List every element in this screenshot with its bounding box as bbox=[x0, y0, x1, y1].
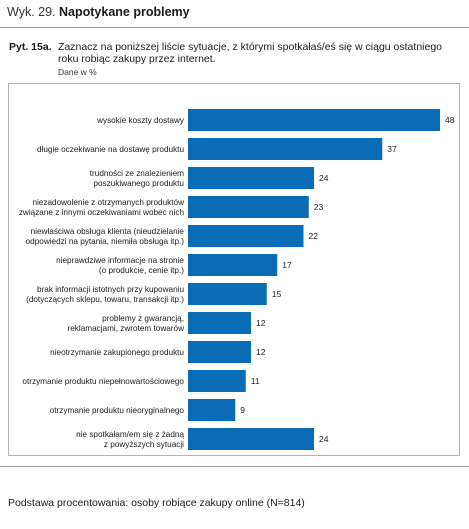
footnote: Podstawa procentowania: osoby robiące za… bbox=[8, 497, 305, 509]
value-label: 23 bbox=[314, 202, 324, 212]
bar bbox=[188, 399, 236, 421]
bottom-divider bbox=[0, 466, 469, 467]
value-label: 17 bbox=[282, 260, 292, 270]
figure-number: Wyk. 29. bbox=[7, 5, 56, 19]
category-label: niezadowolenie z otrzymanych produktów zw… bbox=[19, 198, 185, 217]
bar bbox=[188, 167, 314, 189]
value-label: 12 bbox=[256, 347, 266, 357]
figure-title-text: Napotykane problemy bbox=[59, 5, 190, 19]
bar bbox=[188, 254, 278, 276]
value-label: 48 bbox=[445, 115, 455, 125]
bar bbox=[188, 109, 440, 131]
category-label: niewłaściwa obsługa klienta (nieudzielan… bbox=[26, 227, 185, 246]
value-label: 22 bbox=[309, 231, 319, 241]
bar bbox=[188, 370, 246, 392]
bar bbox=[188, 341, 251, 363]
value-label: 24 bbox=[319, 434, 329, 444]
chart-panel: wysokie koszty dostawy 48 długie oczekiwan… bbox=[8, 83, 460, 456]
value-label: 37 bbox=[387, 144, 397, 154]
bar bbox=[188, 283, 267, 305]
question-id: Pyt. 15a. bbox=[9, 41, 52, 53]
value-label: 12 bbox=[256, 318, 266, 328]
category-label: wysokie koszty dostawy bbox=[96, 116, 185, 125]
category-label: problemy z gwarancją, reklamacjami, zwrot… bbox=[68, 314, 185, 333]
category-label: nieprawdziwe informacje na stronie (o pro… bbox=[56, 256, 184, 275]
category-label: otrzymanie produktu niepełnowartościoweg… bbox=[22, 377, 184, 386]
bar bbox=[188, 225, 304, 247]
bar bbox=[188, 196, 309, 218]
bar bbox=[188, 428, 314, 450]
value-label: 15 bbox=[272, 289, 282, 299]
category-label: nieotrzymanie zakupionego produktu bbox=[50, 348, 184, 357]
value-label: 9 bbox=[240, 405, 245, 415]
bar bbox=[188, 138, 383, 160]
category-label: otrzymanie produktu nieoryginalnego bbox=[50, 406, 185, 415]
bar-chart: wysokie koszty dostawy 48 długie oczekiwan… bbox=[19, 109, 455, 450]
value-label: 24 bbox=[319, 173, 329, 183]
category-label: brak informacji istotnych przy kupowaniu… bbox=[26, 285, 184, 304]
category-label: nie spotkałam/em się z żadną z powyższych… bbox=[76, 430, 184, 449]
top-divider bbox=[0, 27, 469, 28]
category-label: trudności ze znalezieniem poszukiwanego p… bbox=[90, 169, 185, 188]
value-label: 11 bbox=[251, 376, 260, 386]
bar bbox=[188, 312, 251, 334]
unit-note: Dane w % bbox=[58, 67, 97, 77]
question-text: Zaznacz na poniższej liście sytuacje, z … bbox=[58, 41, 443, 65]
category-label: długie oczekiwanie na dostawę produktu bbox=[37, 145, 184, 154]
figure-title: Wyk. 29. Napotykane problemy bbox=[7, 5, 190, 19]
